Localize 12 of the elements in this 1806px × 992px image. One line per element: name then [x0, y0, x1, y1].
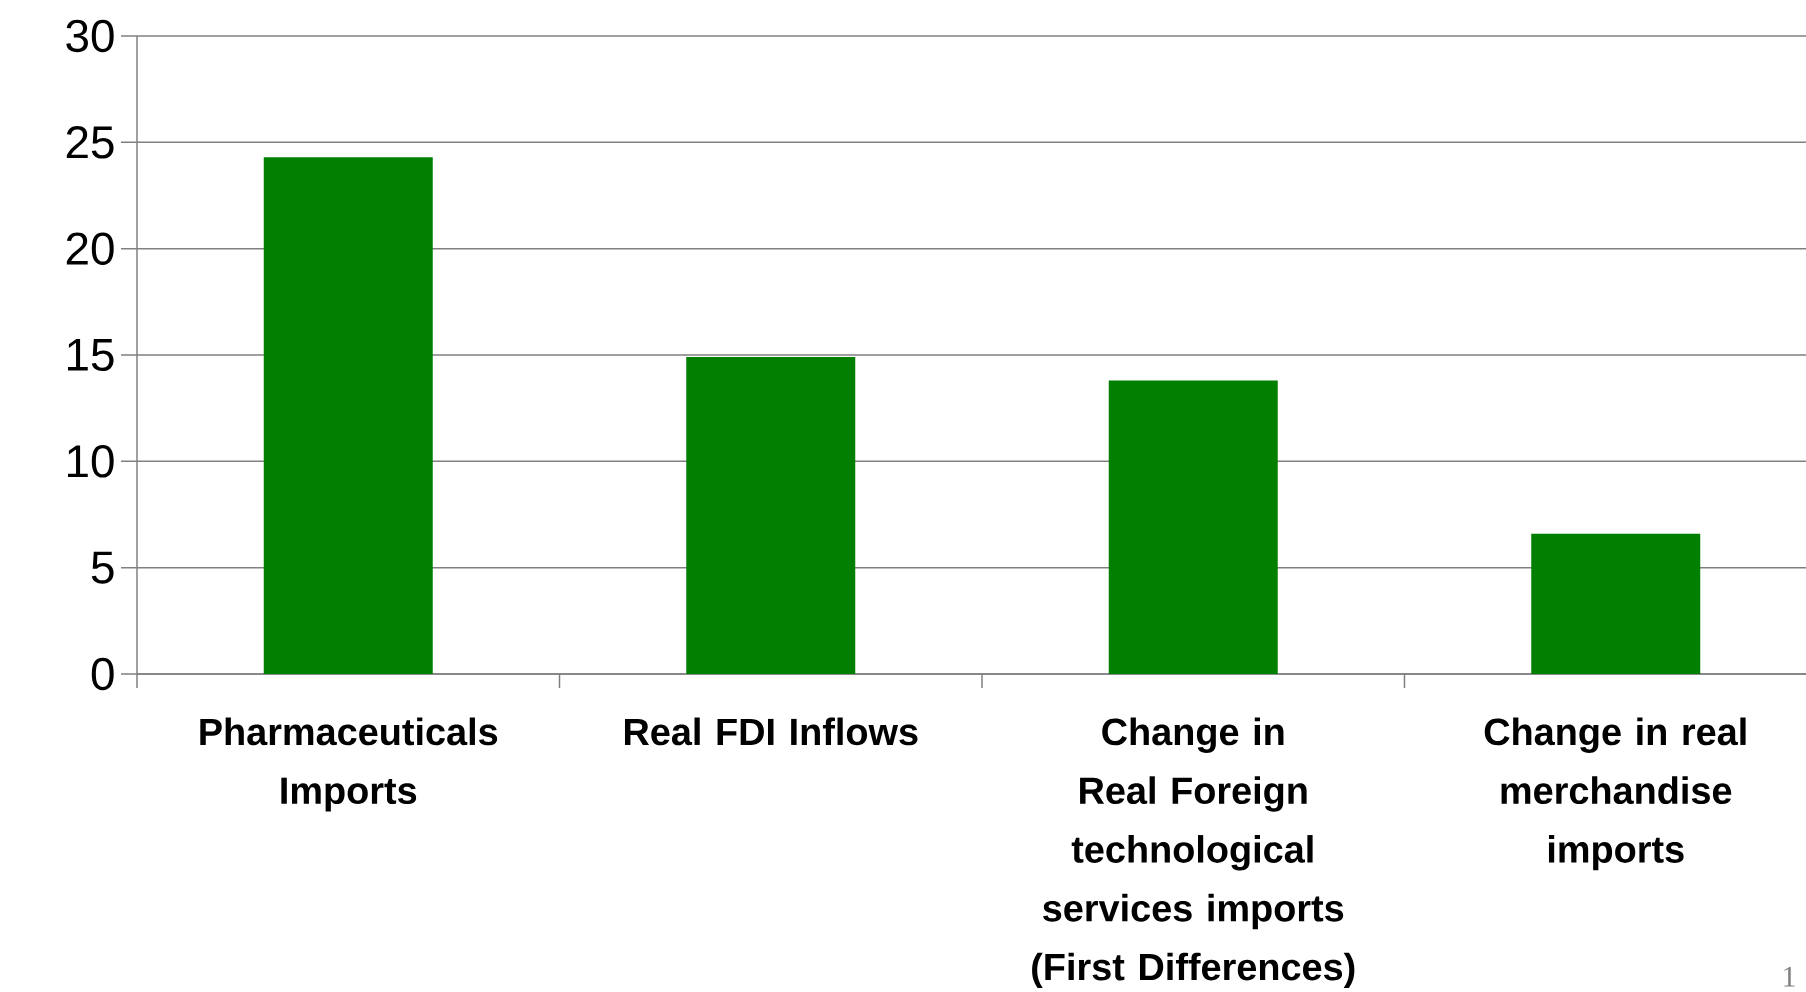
- x-tick-label: Pharmaceuticals Imports: [200, 717, 498, 812]
- y-tick-label: 30: [66, 19, 114, 53]
- y-tick-label: 0: [91, 657, 114, 691]
- y-tick-label: 5: [91, 551, 114, 584]
- y-tick-label: 25: [66, 126, 114, 159]
- y-tick-label: 20: [66, 232, 114, 265]
- text: 1: [1784, 966, 1795, 987]
- x-tick-label: Real FDI Inflows: [624, 717, 918, 746]
- y-tick-label: 10: [67, 445, 114, 478]
- x-tick-label: Change in Real Foreign technological services imports (First Differences): [1032, 717, 1355, 988]
- x-tick-label: Change in real merchandise imports: [1484, 717, 1746, 871]
- y-tick-label: 15: [67, 339, 114, 371]
